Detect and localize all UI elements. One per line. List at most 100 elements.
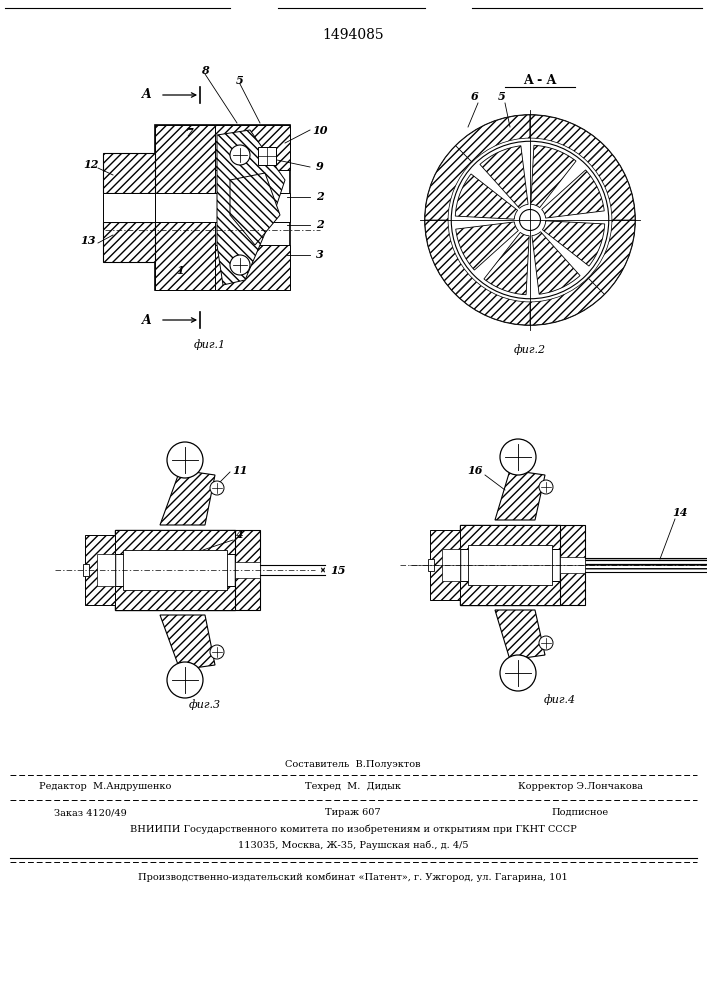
Text: 3: 3 [316, 249, 324, 260]
Bar [103, 222, 155, 262]
Text: 16: 16 [467, 464, 483, 476]
Text: A: A [142, 89, 152, 102]
Circle shape [520, 210, 540, 231]
Circle shape [230, 145, 250, 165]
Bar [428, 559, 434, 571]
Text: 12: 12 [83, 159, 99, 170]
Wedge shape [425, 146, 472, 220]
Text: ВНИИПИ Государственного комитета по изобретениям и открытиям при ГКНТ СССР: ВНИИПИ Государственного комитета по изоб… [129, 824, 576, 834]
Text: 13: 13 [81, 234, 95, 245]
Text: 9: 9 [316, 161, 324, 172]
Bar [103, 153, 155, 193]
Circle shape [451, 141, 609, 299]
Text: 10: 10 [312, 124, 328, 135]
Text: 4: 4 [236, 530, 244, 540]
Wedge shape [532, 232, 580, 294]
Polygon shape [495, 470, 545, 520]
Wedge shape [530, 115, 604, 162]
Text: Составитель  В.Полуэктов: Составитель В.Полуэктов [285, 760, 421, 769]
Text: Тираж 607: Тираж 607 [325, 808, 381, 817]
Text: 2: 2 [316, 220, 324, 231]
Wedge shape [530, 278, 604, 325]
Text: Заказ 4120/49: Заказ 4120/49 [54, 808, 127, 817]
Wedge shape [531, 145, 576, 208]
Text: 11: 11 [233, 464, 247, 476]
Polygon shape [230, 173, 280, 245]
Circle shape [425, 115, 635, 325]
Circle shape [167, 662, 203, 698]
Polygon shape [160, 615, 215, 670]
Text: A - A: A - A [523, 74, 556, 87]
Text: Редактор  М.Андрушенко: Редактор М.Андрушенко [39, 782, 171, 791]
Circle shape [210, 481, 224, 495]
Wedge shape [588, 146, 635, 220]
Wedge shape [480, 146, 528, 208]
Bar [585, 558, 707, 572]
Text: 5: 5 [236, 75, 244, 86]
Bar [155, 222, 215, 290]
Wedge shape [456, 222, 518, 270]
Bar [115, 530, 235, 610]
Bar [560, 557, 585, 573]
Bar [103, 193, 155, 222]
Circle shape [210, 645, 224, 659]
Bar [460, 525, 560, 605]
Bar [460, 525, 560, 549]
Bar [155, 125, 215, 193]
Bar [115, 586, 235, 610]
Polygon shape [495, 610, 545, 660]
Text: 8: 8 [201, 64, 209, 76]
Bar [83, 564, 89, 576]
Text: Техред  М.  Дидык: Техред М. Дидык [305, 782, 401, 791]
Wedge shape [456, 278, 530, 325]
Wedge shape [542, 221, 604, 266]
Circle shape [500, 655, 536, 691]
Bar [468, 545, 552, 585]
Circle shape [539, 480, 553, 494]
Circle shape [500, 439, 536, 475]
Text: 113035, Москва, Ж-35, Раушская наб., д. 4/5: 113035, Москва, Ж-35, Раушская наб., д. … [238, 840, 468, 850]
Text: 2: 2 [316, 192, 324, 202]
Text: A: A [142, 314, 152, 326]
Text: фиг.3: фиг.3 [189, 700, 221, 710]
Bar [85, 535, 115, 605]
Wedge shape [456, 115, 530, 162]
Bar [460, 581, 560, 605]
Circle shape [230, 255, 250, 275]
Bar [235, 562, 260, 578]
Bar [235, 530, 260, 610]
Text: 5: 5 [498, 92, 506, 103]
Bar [215, 125, 290, 170]
Circle shape [167, 442, 203, 478]
Wedge shape [455, 174, 518, 219]
Polygon shape [217, 130, 285, 285]
Bar [215, 245, 290, 290]
Bar [560, 525, 585, 605]
Text: 1494085: 1494085 [322, 28, 384, 42]
Polygon shape [160, 470, 215, 525]
Text: 1: 1 [176, 264, 184, 275]
Wedge shape [484, 232, 529, 295]
Text: Корректор Э.Лончакова: Корректор Э.Лончакова [518, 782, 643, 791]
Bar [430, 530, 460, 600]
Text: фиг.1: фиг.1 [194, 340, 226, 350]
Text: 14: 14 [672, 508, 688, 518]
Text: фиг.4: фиг.4 [544, 695, 576, 705]
Text: 15: 15 [330, 564, 346, 576]
Text: Производственно-издательский комбинат «Патент», г. Ужгород, ул. Гагарина, 101: Производственно-издательский комбинат «П… [138, 872, 568, 882]
Wedge shape [588, 220, 635, 294]
Text: 6: 6 [471, 92, 479, 103]
Circle shape [539, 636, 553, 650]
Bar [123, 550, 227, 590]
Bar [97, 554, 115, 586]
Text: 7: 7 [186, 127, 194, 138]
Text: фиг.2: фиг.2 [514, 345, 546, 355]
Wedge shape [425, 220, 472, 294]
Bar [115, 530, 235, 554]
Text: Подписное: Подписное [551, 808, 609, 817]
Wedge shape [542, 170, 604, 218]
Bar [442, 549, 460, 581]
Bar [258, 147, 276, 165]
Bar [155, 125, 290, 290]
Bar [155, 193, 290, 222]
